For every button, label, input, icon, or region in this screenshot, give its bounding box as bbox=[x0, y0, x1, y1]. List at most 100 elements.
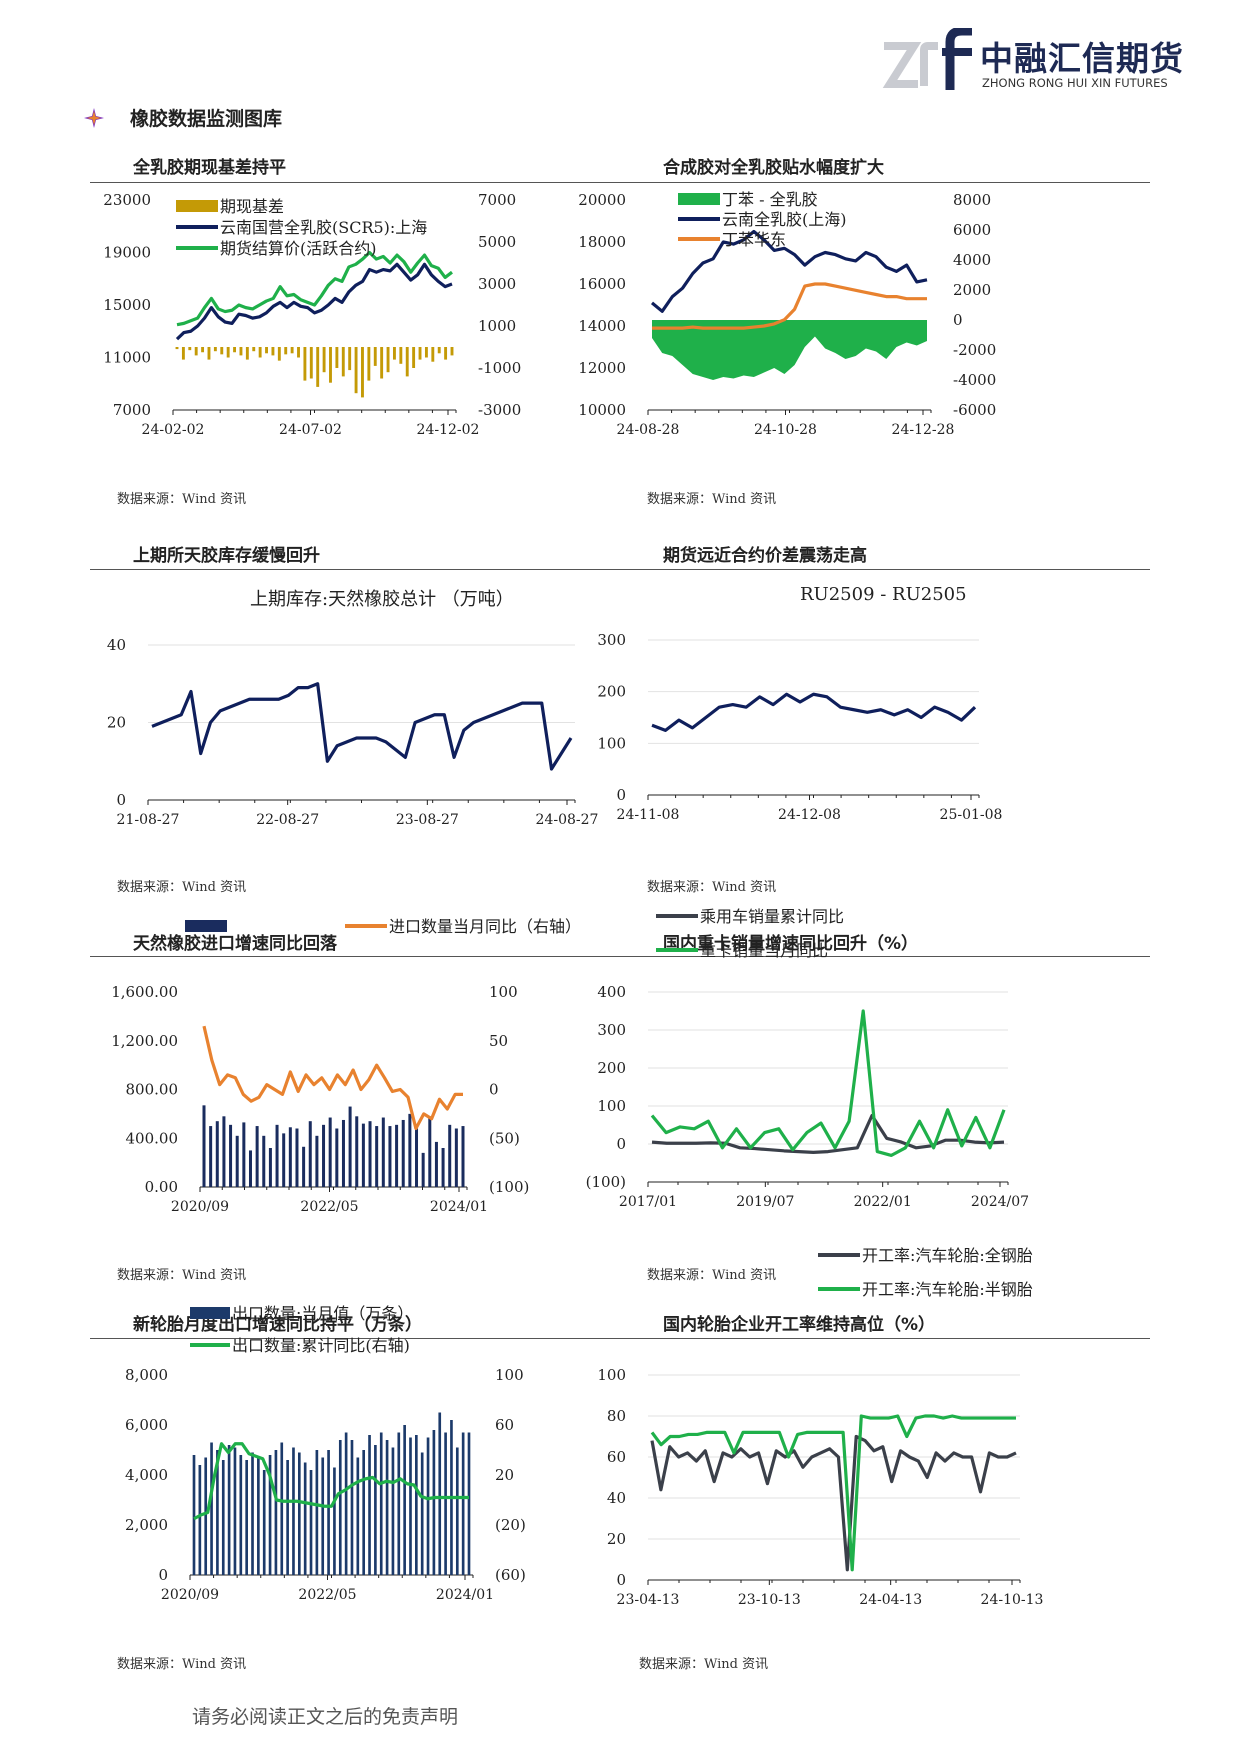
bar bbox=[192, 1455, 196, 1575]
y-tick-label-right: 1000 bbox=[478, 317, 516, 335]
bar bbox=[181, 347, 185, 360]
section-title-8: 国内轮胎企业开工率维持高位（%） bbox=[663, 1315, 936, 1335]
y-tick-label: 300 bbox=[597, 631, 626, 649]
y-tick-label-right: -2000 bbox=[953, 341, 996, 359]
legend-label: 重卡销量当月同比 bbox=[700, 941, 828, 960]
bar bbox=[280, 1442, 284, 1575]
bar bbox=[388, 1126, 392, 1187]
bar bbox=[409, 1437, 412, 1575]
bar bbox=[335, 1128, 339, 1187]
legend-label: 乘用车销量累计同比 bbox=[700, 907, 844, 926]
bar bbox=[361, 347, 364, 398]
bar bbox=[204, 1457, 208, 1575]
y-tick-label: 11000 bbox=[103, 349, 151, 367]
source-note-4: 数据来源：Wind 资讯 bbox=[647, 880, 777, 895]
y-tick-label-right: 0 bbox=[489, 1081, 499, 1099]
chart-rubber-import: 1,600.00 1,200.00 800.00 400.00 0.00 100 50 0 (5… bbox=[111, 917, 581, 1215]
y-tick-label: 0 bbox=[616, 1135, 626, 1153]
y-tick-label: 7000 bbox=[113, 401, 151, 419]
bar bbox=[335, 347, 339, 368]
bar bbox=[221, 1460, 225, 1575]
section-divider-row3 bbox=[90, 956, 1150, 957]
legend-label: 出口数量:累计同比(右轴) bbox=[232, 1336, 410, 1355]
bar bbox=[216, 1450, 219, 1575]
bar bbox=[175, 347, 179, 350]
x-tick-label: 23-10-13 bbox=[738, 1592, 801, 1608]
bar bbox=[338, 1440, 342, 1575]
bar bbox=[420, 1452, 424, 1575]
bar bbox=[297, 1452, 301, 1575]
y-tick-label: 40 bbox=[107, 636, 126, 654]
chart-shfe-inventory: 40 20 0 21-08-27 22-08-27 23-08-27 24-08-27 上期库… bbox=[107, 589, 599, 828]
bar bbox=[354, 347, 358, 394]
y-tick-label-right: 100 bbox=[489, 983, 518, 1001]
bar bbox=[290, 347, 294, 354]
bar bbox=[415, 1128, 419, 1187]
y-tick-label-right: 50 bbox=[489, 1032, 508, 1050]
bar bbox=[322, 347, 326, 373]
y-tick-label: 10000 bbox=[578, 401, 626, 419]
bar bbox=[239, 347, 243, 356]
bar bbox=[328, 1117, 332, 1187]
bar bbox=[262, 1470, 266, 1575]
y-tick-label: 20000 bbox=[578, 191, 626, 209]
y-tick-label: 14000 bbox=[578, 317, 626, 335]
legend-swatch bbox=[678, 193, 720, 205]
x-tick-label: 24-10-28 bbox=[754, 422, 817, 438]
bar bbox=[454, 1128, 458, 1187]
section-divider-row4 bbox=[90, 1338, 1150, 1339]
bar bbox=[275, 1124, 279, 1187]
y-tick-label-right: 4000 bbox=[953, 251, 991, 269]
section-title-4: 期货远近合约价差震荡走高 bbox=[663, 546, 867, 566]
line-series bbox=[151, 682, 573, 771]
footer-disclaimer: 请务必阅读正文之后的免责声明 bbox=[192, 1706, 459, 1728]
bar bbox=[362, 1450, 366, 1575]
source-note-5: 数据来源：Wind 资讯 bbox=[117, 1268, 247, 1283]
line-series bbox=[650, 229, 928, 313]
bar bbox=[395, 1124, 399, 1187]
y-tick-label: 0.00 bbox=[145, 1178, 178, 1196]
bar bbox=[441, 1148, 445, 1187]
section-title-6: 国内重卡销量增速同比回升（%） bbox=[663, 934, 919, 954]
bar bbox=[444, 347, 448, 360]
x-tick-label: 21-08-27 bbox=[117, 812, 180, 828]
bar bbox=[391, 1447, 395, 1575]
bar bbox=[333, 1467, 336, 1575]
bar bbox=[348, 1106, 352, 1187]
y-tick-label: 4,000 bbox=[125, 1466, 168, 1484]
bar bbox=[303, 347, 307, 381]
y-tick-label-right: -1000 bbox=[478, 359, 521, 377]
y-tick-label-right: 100 bbox=[495, 1366, 524, 1384]
bar bbox=[450, 347, 454, 356]
y-tick-label: 19000 bbox=[103, 244, 151, 262]
x-tick-label: 24-08-28 bbox=[617, 422, 680, 438]
bar bbox=[248, 1150, 252, 1187]
y-tick-label-right: 5000 bbox=[478, 233, 516, 251]
bar bbox=[297, 347, 300, 358]
bar bbox=[380, 347, 384, 379]
y-tick-label: 100 bbox=[597, 1097, 626, 1115]
bar bbox=[421, 1152, 425, 1187]
bar bbox=[252, 347, 256, 352]
bar bbox=[220, 347, 224, 355]
source-note-3: 数据来源：Wind 资讯 bbox=[117, 880, 247, 895]
y-tick-label: 6,000 bbox=[125, 1416, 168, 1434]
bar bbox=[428, 1116, 432, 1187]
bar bbox=[258, 347, 262, 358]
x-tick-label: 23-04-13 bbox=[617, 1592, 680, 1608]
page-title: 橡胶数据监测图库 bbox=[130, 108, 283, 130]
section-divider-row1 bbox=[90, 182, 1150, 183]
bar bbox=[356, 1457, 360, 1575]
bar bbox=[455, 1447, 459, 1575]
y-tick-label-right: 8000 bbox=[953, 191, 991, 209]
x-tick-label: 24-11-08 bbox=[617, 807, 680, 823]
bar bbox=[239, 1455, 243, 1575]
x-tick-label: 2022/05 bbox=[300, 1199, 358, 1215]
bar bbox=[198, 1465, 202, 1575]
legend-swatch bbox=[176, 200, 218, 212]
y-tick-label: 20 bbox=[607, 1530, 626, 1548]
bar bbox=[209, 1126, 213, 1187]
bar bbox=[379, 1432, 383, 1575]
bar bbox=[341, 1119, 345, 1187]
x-tick-label: 24-10-13 bbox=[981, 1592, 1044, 1608]
